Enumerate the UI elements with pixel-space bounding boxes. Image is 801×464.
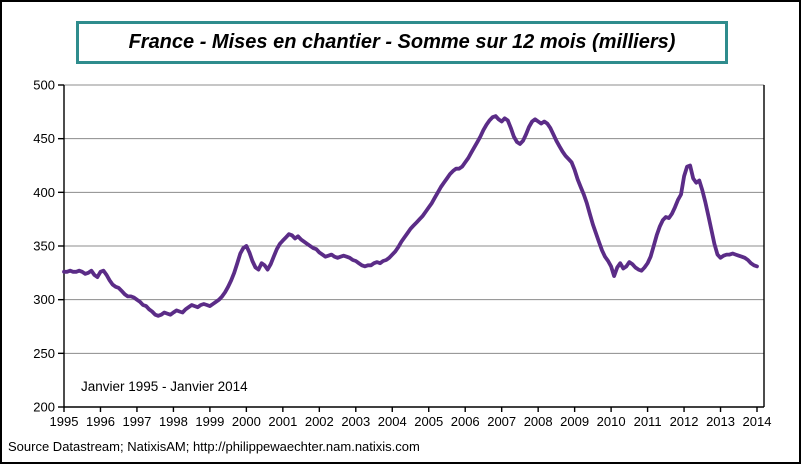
chart-title-box: France - Mises en chantier - Somme sur 1… (76, 21, 728, 64)
x-axis-label: 2007 (487, 414, 516, 429)
x-axis-label: 2005 (414, 414, 443, 429)
x-axis-label: 2006 (451, 414, 480, 429)
x-axis-label: 1996 (86, 414, 115, 429)
y-axis-labels: 200 250 300 350 400 450 500 (33, 78, 55, 415)
gridlines (64, 84, 764, 354)
x-axis-label: 2001 (268, 414, 297, 429)
x-axis-labels: 1995 1996 1997 1998 1999 2000 2001 2002 2003 2004… (50, 414, 772, 429)
x-axis-label: 1999 (195, 414, 224, 429)
x-axis-label: 2010 (597, 414, 626, 429)
chart-title: France - Mises en chantier - Somme sur 1… (128, 31, 676, 53)
y-axis-label: 400 (33, 185, 55, 200)
y-axis-label: 250 (33, 346, 55, 361)
x-axis-label: 1997 (122, 414, 151, 429)
x-axis-label: 2009 (560, 414, 589, 429)
x-axis-label: 2013 (706, 414, 735, 429)
x-axis-label: 2003 (341, 414, 370, 429)
x-axis-label: 2000 (232, 414, 261, 429)
x-axis-label: 2008 (524, 414, 553, 429)
y-axis-label: 300 (33, 292, 55, 307)
y-axis-label: 350 (33, 239, 55, 254)
x-axis-label: 1998 (159, 414, 188, 429)
series-line (62, 114, 759, 318)
x-axis-label: 2011 (634, 414, 662, 429)
x-axis-label: 1995 (50, 414, 79, 429)
y-axis-label: 500 (33, 78, 55, 93)
axis-ticks (58, 84, 758, 412)
x-axis-label: 2014 (743, 414, 772, 429)
x-axis-label: 2004 (378, 414, 407, 429)
x-axis-label: 2002 (305, 414, 334, 429)
y-axis-label: 200 (33, 400, 55, 415)
y-axis-label: 450 (33, 131, 55, 146)
date-range-annotation: Janvier 1995 - Janvier 2014 (81, 379, 248, 394)
x-axis-label: 2012 (670, 414, 699, 429)
source-attribution: Source Datastream; NatixisAM; http://phi… (8, 439, 420, 454)
